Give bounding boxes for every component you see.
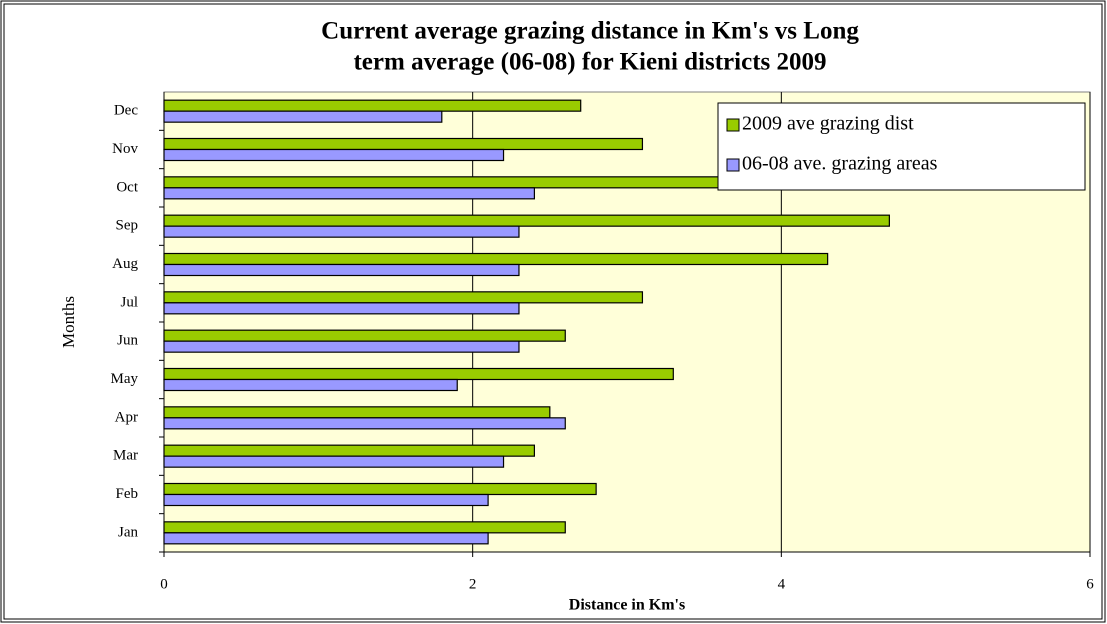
bar: [163, 367, 674, 381]
bar: [163, 137, 644, 151]
y-tick-label: Nov: [112, 141, 138, 157]
x-tick-label: 6: [1086, 576, 1094, 592]
y-tick-label: Mar: [113, 448, 138, 464]
chart-title: term average (06-08) for Kieni districts…: [353, 49, 826, 76]
bar: [163, 187, 535, 200]
bar: [163, 225, 520, 238]
bar: [163, 493, 489, 507]
bar: [163, 455, 505, 468]
bar: [163, 263, 520, 277]
y-tick-label: Jun: [117, 333, 138, 349]
bar: [163, 521, 566, 534]
bar: [163, 329, 566, 342]
bar: [163, 340, 520, 353]
y-tick-label: Oct: [116, 179, 138, 195]
bar: [163, 406, 551, 419]
legend: [717, 102, 1086, 191]
bar: [163, 252, 829, 266]
y-axis-label: Months: [59, 296, 78, 348]
y-tick-label: Aug: [112, 256, 138, 272]
y-tick-label: Dec: [114, 103, 138, 119]
bar: [163, 482, 597, 496]
legend-label: 2009 ave grazing dist: [742, 113, 914, 135]
bar: [163, 214, 890, 227]
x-axis-label: Distance in Km's: [569, 597, 685, 614]
x-tick-label: 0: [160, 576, 168, 592]
bar: [163, 99, 582, 112]
bar: [163, 148, 505, 162]
y-tick-label: Jul: [120, 294, 138, 310]
bar: [163, 302, 520, 315]
bar: [163, 291, 644, 304]
x-tick-label: 4: [778, 576, 786, 592]
y-tick-label: May: [111, 371, 139, 387]
y-tick-label: Feb: [116, 486, 139, 502]
bar: [163, 417, 566, 430]
x-tick-label: 2: [469, 576, 477, 592]
y-tick-label: Jan: [118, 524, 138, 540]
bar: [163, 378, 458, 392]
bar: [163, 532, 489, 545]
chart-title: Current average grazing distance in Km's…: [321, 18, 859, 45]
legend-label: 06-08 ave. grazing areas: [742, 153, 938, 175]
y-tick-label: Apr: [115, 409, 138, 425]
chart-frame-inner: [3, 3, 1103, 620]
legend-swatch: [726, 158, 740, 172]
legend-swatch: [726, 118, 740, 132]
y-tick-label: Sep: [116, 218, 139, 234]
bar: [163, 110, 443, 123]
bar: [163, 444, 535, 457]
